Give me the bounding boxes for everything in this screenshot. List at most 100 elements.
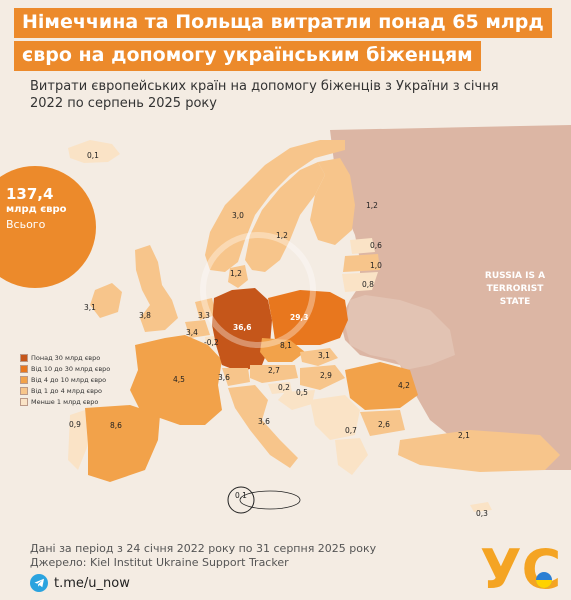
subtitle: Витрати європейських країн на допомогу б… bbox=[30, 79, 499, 111]
label-slovenia: 0,2 bbox=[278, 383, 290, 392]
label-malta: 0,1 bbox=[235, 491, 247, 500]
label-germany: 36,6 bbox=[233, 323, 252, 332]
legend-label: Понад 30 млрд євро bbox=[31, 353, 101, 362]
label-sweden: 1,2 bbox=[276, 231, 288, 240]
cyprus-shape bbox=[470, 502, 492, 512]
austria-shape bbox=[250, 365, 298, 383]
legend-swatch bbox=[20, 375, 28, 384]
label-norway: 3,0 bbox=[232, 211, 244, 220]
europe-map: 0,1 3,0 1,2 1,2 1,2 0,6 1,0 0,8 3,1 3,8 … bbox=[0, 118, 571, 538]
legend-swatch bbox=[20, 364, 28, 373]
label-estonia: 0,6 bbox=[370, 241, 382, 250]
label-portugal: 0,9 bbox=[69, 420, 81, 429]
bulgaria-shape bbox=[360, 410, 405, 436]
belgium-shape bbox=[185, 320, 210, 338]
label-uk: 3,8 bbox=[139, 311, 151, 320]
norway-shape bbox=[205, 140, 345, 272]
russia-region bbox=[330, 125, 571, 470]
iceland-shape bbox=[68, 140, 120, 163]
label-spain: 8,6 bbox=[110, 421, 122, 430]
label-netherlands: 3,3 bbox=[198, 311, 210, 320]
lithuania-shape bbox=[342, 272, 378, 292]
total-value: 137,4 bbox=[6, 185, 54, 203]
greece-shape bbox=[335, 438, 368, 475]
label-luxembourg: -0,2 bbox=[204, 338, 219, 347]
portugal-shape bbox=[68, 410, 88, 470]
denmark-shape bbox=[228, 265, 248, 288]
legend-item: Від 1 до 4 млрд євро bbox=[20, 385, 110, 396]
label-greece: 0,7 bbox=[345, 426, 357, 435]
label-hungary: 2,9 bbox=[320, 371, 332, 380]
legend-label: Від 4 до 10 млрд євро bbox=[31, 375, 107, 384]
telegram-icon bbox=[30, 574, 48, 592]
telegram-link[interactable]: t.me/u_now bbox=[30, 574, 130, 592]
label-lithuania: 0,8 bbox=[362, 280, 374, 289]
sweden-shape bbox=[245, 162, 325, 272]
switzerland-shape bbox=[222, 368, 250, 386]
total-unit: млрд євро bbox=[6, 204, 67, 215]
balkans-shape bbox=[310, 395, 360, 440]
ireland-shape bbox=[90, 283, 122, 318]
netherlands-shape bbox=[195, 298, 216, 320]
label-iceland: 0,1 bbox=[87, 151, 99, 160]
label-romania: 4,2 bbox=[398, 381, 410, 390]
label-france: 4,5 bbox=[173, 375, 185, 384]
legend-swatch bbox=[20, 386, 28, 395]
label-cyprus: 0,3 bbox=[476, 509, 488, 518]
slovenia-shape bbox=[268, 382, 292, 394]
legend-item: Понад 30 млрд євро bbox=[20, 352, 110, 363]
watermark bbox=[200, 232, 316, 348]
label-denmark: 1,2 bbox=[230, 269, 242, 278]
footer-period: Дані за період з 24 січня 2022 року по 3… bbox=[30, 542, 377, 555]
label-latvia: 1,0 bbox=[370, 261, 382, 270]
label-poland: 29,3 bbox=[290, 313, 309, 322]
uk-shape bbox=[135, 245, 178, 332]
poland-shape bbox=[268, 290, 348, 345]
czechia-shape bbox=[260, 338, 305, 362]
estonia-shape bbox=[350, 238, 375, 254]
france-shape bbox=[130, 335, 222, 425]
label-finland: 1,2 bbox=[366, 201, 378, 210]
slovakia-shape bbox=[300, 348, 338, 366]
label-czechia: 8,1 bbox=[280, 341, 292, 350]
legend-item: Від 10 до 30 млрд євро bbox=[20, 363, 110, 374]
legend-item: Від 4 до 10 млрд євро bbox=[20, 374, 110, 385]
footer-source: Джерело: Kiel Institut Ukraine Support T… bbox=[30, 556, 289, 569]
croatia-shape bbox=[278, 390, 315, 410]
label-croatia: 0,5 bbox=[296, 388, 308, 397]
legend-swatch bbox=[20, 353, 28, 362]
label-italy: 3,6 bbox=[258, 417, 270, 426]
label-bulgaria: 2,6 bbox=[378, 420, 390, 429]
label-ireland: 3,1 bbox=[84, 303, 96, 312]
legend-item: Менше 1 млрд євро bbox=[20, 396, 110, 407]
title-line-1: Німеччина та Польща витратли понад 65 мл… bbox=[14, 8, 552, 38]
legend-label: Від 1 до 4 млрд євро bbox=[31, 386, 103, 395]
total-label: Всього bbox=[6, 218, 46, 231]
label-turkey: 2,1 bbox=[458, 431, 470, 440]
total-bubble: 137,4 млрд євро Всього bbox=[0, 166, 96, 288]
italy-shape bbox=[228, 385, 298, 468]
legend: Понад 30 млрд євро Від 10 до 30 млрд євр… bbox=[20, 352, 110, 407]
russia-terror-note: RUSSIA IS A TERRORIST STATE bbox=[484, 271, 546, 307]
label-switzerland: 3,6 bbox=[218, 373, 230, 382]
footer: Дані за період з 24 січня 2022 року по 3… bbox=[30, 542, 376, 570]
title-line-2: євро на допомогу українським біженцям bbox=[14, 41, 481, 71]
label-austria: 2,7 bbox=[268, 366, 280, 375]
latvia-shape bbox=[343, 254, 380, 272]
legend-label: Менше 1 млрд євро bbox=[31, 397, 99, 406]
luxembourg-shape bbox=[205, 336, 215, 347]
legend-swatch bbox=[20, 397, 28, 406]
malta-zoom-circle bbox=[227, 486, 255, 514]
title-block: Німеччина та Польща витратли понад 65 мл… bbox=[14, 8, 552, 74]
turkey-shape bbox=[398, 430, 560, 472]
finland-shape bbox=[310, 158, 355, 245]
hungary-shape bbox=[300, 365, 345, 390]
label-belgium: 3,4 bbox=[186, 328, 198, 337]
malta-zoom-outline bbox=[239, 490, 301, 510]
ukraine-region bbox=[345, 295, 455, 370]
germany-shape bbox=[212, 288, 272, 372]
label-slovakia: 3,1 bbox=[318, 351, 330, 360]
romania-shape bbox=[345, 362, 418, 410]
spain-shape bbox=[85, 405, 160, 482]
legend-label: Від 10 до 30 млрд євро bbox=[31, 364, 111, 373]
